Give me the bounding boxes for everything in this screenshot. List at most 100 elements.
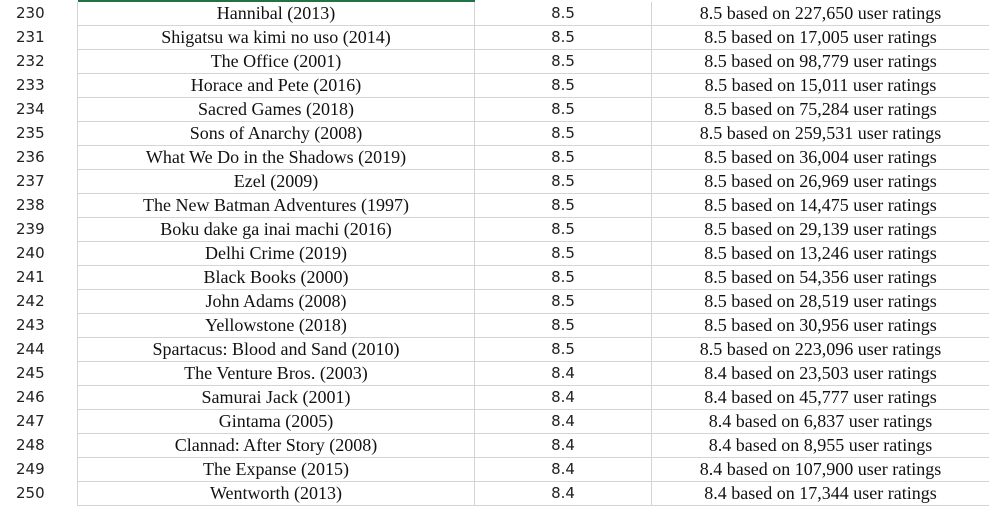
rating-description-cell[interactable]: 8.5 based on 54,356 user ratings bbox=[704, 267, 937, 287]
row-header[interactable]: 231 bbox=[0, 26, 78, 50]
rating-description-cell[interactable]: 8.4 based on 45,777 user ratings bbox=[704, 387, 937, 407]
title-cell[interactable]: Black Books (2000) bbox=[78, 266, 475, 290]
rating-description-cell[interactable]: 8.5 based on 30,956 user ratings bbox=[704, 315, 937, 335]
rating-cell[interactable]: 8.4 bbox=[475, 434, 652, 458]
row-header[interactable]: 248 bbox=[0, 434, 78, 458]
rating-description-cell[interactable]: 8.5 based on 223,096 user ratings bbox=[699, 339, 942, 359]
title-cell[interactable]: Delhi Crime (2019) bbox=[78, 242, 475, 266]
row-header[interactable]: 232 bbox=[0, 50, 78, 74]
rating-description-cell[interactable]: 8.4 based on 107,900 user ratings bbox=[699, 459, 942, 479]
rating-cell[interactable]: 8.4 bbox=[475, 482, 652, 506]
rating-description-cell[interactable]: 8.5 based on 227,650 user ratings bbox=[699, 3, 942, 23]
rating-description-cell[interactable]: 8.5 based on 17,005 user ratings bbox=[704, 27, 937, 47]
table-row: 241 Black Books (2000) 8.5 8.5 based on … bbox=[0, 266, 989, 290]
row-header[interactable]: 244 bbox=[0, 338, 78, 362]
active-cell-border bbox=[78, 0, 475, 2]
rating-cell[interactable]: 8.5 bbox=[475, 170, 652, 194]
title-cell[interactable]: Sacred Games (2018) bbox=[78, 98, 475, 122]
table-row: 238 The New Batman Adventures (1997) 8.5… bbox=[0, 194, 989, 218]
rating-description-cell[interactable]: 8.5 based on 259,531 user ratings bbox=[699, 123, 942, 143]
rating-description-cell[interactable]: 8.5 based on 13,246 user ratings bbox=[704, 243, 937, 263]
title-cell[interactable]: Horace and Pete (2016) bbox=[78, 74, 475, 98]
rating-cell[interactable]: 8.5 bbox=[475, 146, 652, 170]
title-cell[interactable]: Sons of Anarchy (2008) bbox=[78, 122, 475, 146]
table-row: 231 Shigatsu wa kimi no uso (2014) 8.5 8… bbox=[0, 26, 989, 50]
rating-cell[interactable]: 8.5 bbox=[475, 50, 652, 74]
title-cell[interactable]: John Adams (2008) bbox=[78, 290, 475, 314]
table-row: 245 The Venture Bros. (2003) 8.4 8.4 bas… bbox=[0, 362, 989, 386]
row-header[interactable]: 233 bbox=[0, 74, 78, 98]
table-row: 239 Boku dake ga inai machi (2016) 8.5 8… bbox=[0, 218, 989, 242]
rating-description-cell[interactable]: 8.5 based on 36,004 user ratings bbox=[704, 147, 937, 167]
row-header[interactable]: 245 bbox=[0, 362, 78, 386]
rating-description-cell[interactable]: 8.5 based on 29,139 user ratings bbox=[704, 219, 937, 239]
rating-cell[interactable]: 8.5 bbox=[475, 194, 652, 218]
rating-description-cell[interactable]: 8.4 based on 8,955 user ratings bbox=[708, 435, 933, 455]
row-header[interactable]: 246 bbox=[0, 386, 78, 410]
title-cell[interactable]: Clannad: After Story (2008) bbox=[78, 434, 475, 458]
rating-cell[interactable]: 8.4 bbox=[475, 458, 652, 482]
row-header[interactable]: 238 bbox=[0, 194, 78, 218]
row-header[interactable]: 234 bbox=[0, 98, 78, 122]
rating-description-cell[interactable]: 8.5 based on 98,779 user ratings bbox=[704, 51, 937, 71]
rating-description-cell[interactable]: 8.4 based on 17,344 user ratings bbox=[704, 483, 937, 503]
table-row: 250 Wentworth (2013) 8.4 8.4 based on 17… bbox=[0, 482, 989, 506]
title-cell[interactable]: The New Batman Adventures (1997) bbox=[78, 194, 475, 218]
row-header[interactable]: 235 bbox=[0, 122, 78, 146]
row-header[interactable]: 243 bbox=[0, 314, 78, 338]
rating-description-cell[interactable]: 8.5 based on 28,519 user ratings bbox=[704, 291, 937, 311]
title-cell[interactable]: Gintama (2005) bbox=[78, 410, 475, 434]
rating-description-cell[interactable]: 8.4 based on 6,837 user ratings bbox=[708, 411, 933, 431]
title-cell[interactable]: Spartacus: Blood and Sand (2010) bbox=[78, 338, 475, 362]
table-row: 248 Clannad: After Story (2008) 8.4 8.4 … bbox=[0, 434, 989, 458]
rating-cell[interactable]: 8.5 bbox=[475, 338, 652, 362]
rating-cell[interactable]: 8.5 bbox=[475, 26, 652, 50]
rating-description-cell[interactable]: 8.5 based on 26,969 user ratings bbox=[704, 171, 937, 191]
rating-cell[interactable]: 8.5 bbox=[475, 290, 652, 314]
rating-cell[interactable]: 8.5 bbox=[475, 98, 652, 122]
rating-cell[interactable]: 8.5 bbox=[475, 266, 652, 290]
rating-cell[interactable]: 8.5 bbox=[475, 314, 652, 338]
rating-description-cell[interactable]: 8.5 based on 15,011 user ratings bbox=[704, 75, 937, 95]
rating-description-cell[interactable]: 8.4 based on 23,503 user ratings bbox=[704, 363, 937, 383]
title-cell[interactable]: Yellowstone (2018) bbox=[78, 314, 475, 338]
row-header[interactable]: 249 bbox=[0, 458, 78, 482]
title-cell[interactable]: The Expanse (2015) bbox=[78, 458, 475, 482]
row-header[interactable]: 240 bbox=[0, 242, 78, 266]
rating-cell[interactable]: 8.5 bbox=[475, 74, 652, 98]
rating-cell[interactable]: 8.5 bbox=[475, 218, 652, 242]
rating-cell[interactable]: 8.4 bbox=[475, 386, 652, 410]
rating-cell[interactable]: 8.5 bbox=[475, 122, 652, 146]
table-row: 237 Ezel (2009) 8.5 8.5 based on 26,969 … bbox=[0, 170, 989, 194]
row-header[interactable]: 241 bbox=[0, 266, 78, 290]
sheet-top-edge bbox=[0, 0, 989, 2]
title-cell[interactable]: Boku dake ga inai machi (2016) bbox=[78, 218, 475, 242]
table-row: 244 Spartacus: Blood and Sand (2010) 8.5… bbox=[0, 338, 989, 362]
table-row: 242 John Adams (2008) 8.5 8.5 based on 2… bbox=[0, 290, 989, 314]
table-row: 235 Sons of Anarchy (2008) 8.5 8.5 based… bbox=[0, 122, 989, 146]
row-header[interactable]: 239 bbox=[0, 218, 78, 242]
title-cell[interactable]: The Venture Bros. (2003) bbox=[78, 362, 475, 386]
row-header[interactable]: 230 bbox=[0, 2, 78, 26]
rating-description-cell[interactable]: 8.5 based on 75,284 user ratings bbox=[704, 99, 937, 119]
title-cell[interactable]: The Office (2001) bbox=[78, 50, 475, 74]
row-header[interactable]: 250 bbox=[0, 482, 78, 506]
row-header[interactable]: 237 bbox=[0, 170, 78, 194]
row-header[interactable]: 236 bbox=[0, 146, 78, 170]
row-header[interactable]: 242 bbox=[0, 290, 78, 314]
title-cell[interactable]: Wentworth (2013) bbox=[78, 482, 475, 506]
rating-cell[interactable]: 8.4 bbox=[475, 362, 652, 386]
rating-cell[interactable]: 8.4 bbox=[475, 410, 652, 434]
row-header[interactable]: 247 bbox=[0, 410, 78, 434]
title-cell[interactable]: Hannibal (2013) bbox=[78, 2, 475, 26]
title-cell[interactable]: What We Do in the Shadows (2019) bbox=[78, 146, 475, 170]
title-cell[interactable]: Shigatsu wa kimi no uso (2014) bbox=[78, 26, 475, 50]
title-cell[interactable]: Samurai Jack (2001) bbox=[78, 386, 475, 410]
table-row: 240 Delhi Crime (2019) 8.5 8.5 based on … bbox=[0, 242, 989, 266]
table-row: 249 The Expanse (2015) 8.4 8.4 based on … bbox=[0, 458, 989, 482]
rating-cell[interactable]: 8.5 bbox=[475, 2, 652, 26]
rating-description-cell[interactable]: 8.5 based on 14,475 user ratings bbox=[704, 195, 937, 215]
title-cell[interactable]: Ezel (2009) bbox=[78, 170, 475, 194]
rating-cell[interactable]: 8.5 bbox=[475, 242, 652, 266]
